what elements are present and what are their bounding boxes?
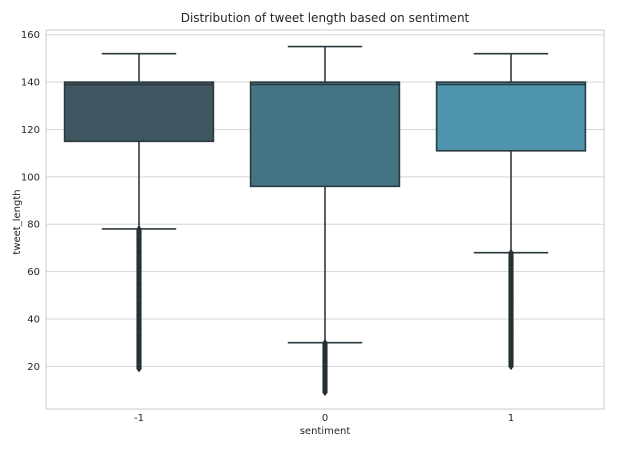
box-category-1 bbox=[437, 54, 586, 370]
iqr-box bbox=[437, 82, 586, 151]
y-tick-label: 140 bbox=[21, 78, 40, 89]
outliers-group bbox=[509, 249, 514, 369]
y-tick-label: 20 bbox=[27, 362, 40, 373]
iqr-box bbox=[65, 82, 214, 141]
y-tick-label: 80 bbox=[27, 220, 40, 231]
boxes-group bbox=[65, 47, 586, 396]
box-category-0 bbox=[251, 47, 400, 396]
y-tick-label: 100 bbox=[21, 172, 40, 183]
y-tick-label: 160 bbox=[21, 30, 40, 41]
y-axis-ticks: 20 40 60 80 100 120 140 160 bbox=[21, 30, 40, 373]
x-axis-ticks: -1 0 1 bbox=[134, 413, 514, 424]
x-tick-label: 1 bbox=[508, 413, 514, 424]
y-tick-label: 40 bbox=[27, 314, 40, 325]
iqr-box bbox=[251, 82, 400, 186]
chart-title: Distribution of tweet length based on se… bbox=[181, 11, 470, 25]
y-tick-label: 120 bbox=[21, 125, 40, 136]
outliers-group bbox=[137, 226, 142, 372]
x-tick-label: 0 bbox=[322, 413, 328, 424]
y-axis-label: tweet_length bbox=[12, 189, 23, 254]
x-tick-label: -1 bbox=[134, 413, 144, 424]
outliers-group bbox=[323, 339, 328, 395]
x-axis-label: sentiment bbox=[300, 426, 351, 437]
y-tick-label: 60 bbox=[27, 267, 40, 278]
box-category--1 bbox=[65, 54, 214, 372]
